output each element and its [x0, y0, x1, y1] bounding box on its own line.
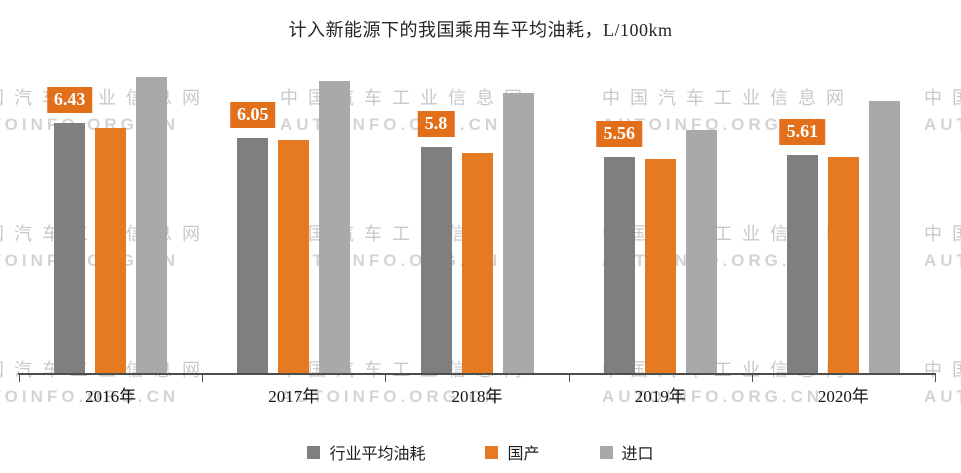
legend-item-industry-average: 行业平均油耗 [307, 440, 425, 464]
bar-domestic [278, 140, 310, 373]
x-axis-tick [569, 375, 570, 382]
bar-domestic [461, 153, 493, 373]
legend-swatch-imported [599, 445, 613, 459]
x-axis-tick [19, 375, 20, 382]
bar-imported [319, 81, 351, 373]
bar-wrap: 5.56 [596, 121, 642, 373]
bar-wrap: 6.43 [46, 87, 93, 373]
bar-value-label: 5.56 [596, 121, 642, 147]
bar-wrap [319, 81, 351, 373]
x-axis-label-2019: 2019年 [634, 387, 686, 406]
legend-label-imported: 进口 [621, 446, 654, 463]
bar-industry-average [786, 155, 818, 373]
bar-imported [502, 93, 534, 373]
bar-industry-average [420, 147, 452, 373]
x-axis-tick [935, 375, 936, 382]
bar-domestic [95, 128, 127, 373]
bar-value-label: 6.43 [46, 87, 93, 113]
bar-wrap [868, 101, 900, 373]
bar-wrap [827, 157, 859, 373]
bar-group-2017: 6.05 [202, 60, 385, 373]
legend-label-industry-average: 行业平均油耗 [329, 446, 426, 463]
legend: 行业平均油耗 国产 进口 [0, 440, 961, 464]
bar-industry-average [237, 138, 269, 373]
bar-wrap: 5.61 [779, 119, 826, 373]
legend-swatch-industry-average [307, 445, 321, 459]
bar-wrap [136, 77, 168, 373]
x-axis-line [18, 373, 936, 375]
plot-area: 6.43 6.05 5.8 5.56 5.61 [19, 60, 935, 373]
legend-item-domestic: 国产 [485, 440, 540, 464]
bar-wrap: 5.8 [417, 111, 455, 373]
bar-value-label: 6.05 [230, 102, 276, 128]
bar-group-2016: 6.43 [19, 60, 202, 373]
bar-imported [685, 130, 717, 373]
bar-value-label: 5.61 [779, 119, 826, 145]
bar-group-2019: 5.56 [569, 60, 752, 373]
legend-label-domestic: 国产 [507, 446, 540, 463]
x-axis-tick [752, 375, 753, 382]
bar-industry-average [54, 123, 86, 373]
legend-item-imported: 进口 [599, 440, 654, 464]
x-axis-tick [202, 375, 203, 382]
bar-value-label: 5.8 [417, 111, 455, 137]
x-axis-label-2020: 2020年 [817, 387, 869, 406]
bar-industry-average [603, 157, 635, 373]
x-axis-label-2018: 2018年 [451, 387, 503, 406]
x-axis-label-2017: 2017年 [268, 387, 320, 406]
bar-wrap [461, 153, 493, 373]
bar-wrap [278, 140, 310, 373]
bar-wrap [502, 93, 534, 373]
bar-group-2020: 5.61 [752, 60, 935, 373]
x-axis-label-2016: 2016年 [85, 387, 137, 406]
bar-imported [136, 77, 168, 373]
x-axis-tick [385, 375, 386, 382]
bar-wrap [95, 128, 127, 373]
bar-domestic [827, 157, 859, 373]
bar-wrap [644, 159, 676, 373]
legend-swatch-domestic [485, 445, 499, 459]
bar-imported [868, 101, 900, 373]
bar-group-2018: 5.8 [385, 60, 568, 373]
x-axis-labels: 2016年 2017年 2018年 2019年 2020年 [19, 382, 935, 407]
bar-domestic [644, 159, 676, 373]
chart-title: 计入新能源下的我国乘用车平均油耗，L/100km [288, 20, 673, 40]
bar-wrap: 6.05 [230, 102, 276, 373]
bar-wrap [685, 130, 717, 373]
